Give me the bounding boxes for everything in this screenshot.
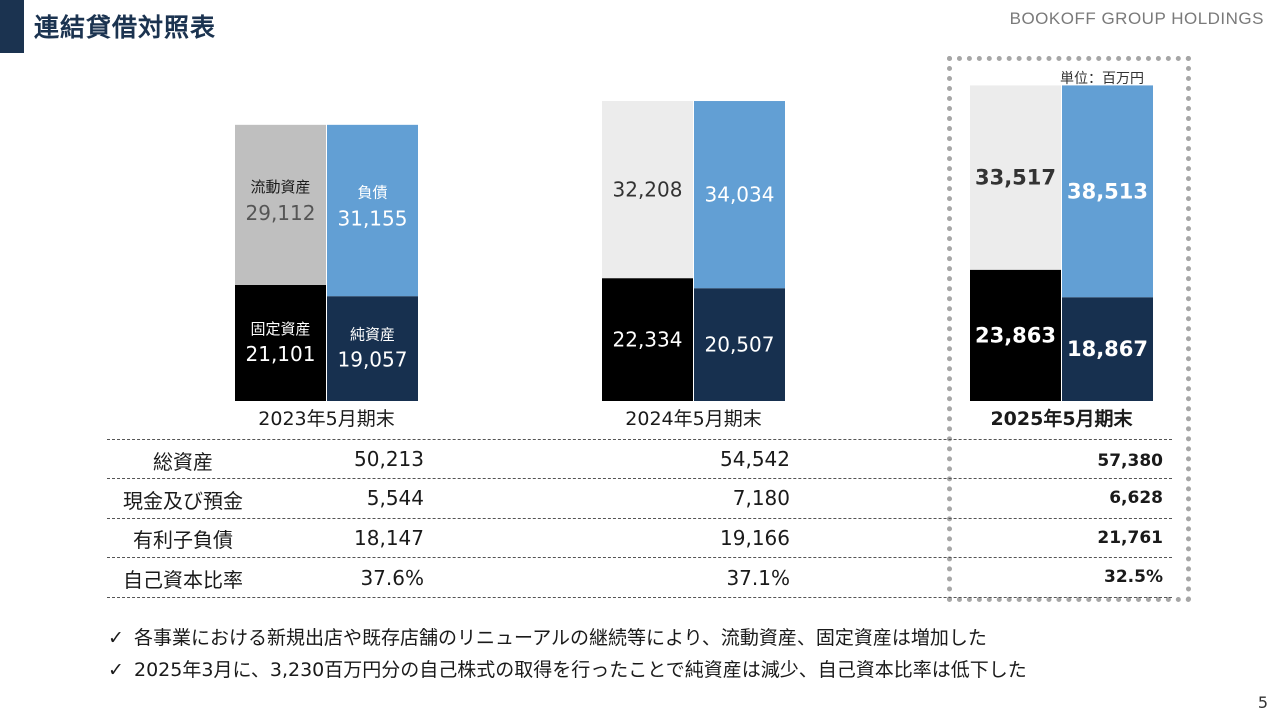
data-label-fixed-assets: 21,101 <box>246 342 316 366</box>
segment-label-liabilities: 負債 <box>357 184 387 202</box>
table-cell: 18,147 <box>354 526 424 550</box>
segment-label-fixed-assets: 固定資産 <box>250 320 310 338</box>
bar-current-assets <box>235 124 326 285</box>
notes-list: ✓ 各事業における新規出店や既存店舗のリニューアルの継続等により、流動資産、固定資… <box>108 622 1027 686</box>
table-cell: 32.5% <box>1104 567 1163 587</box>
data-label-net-assets: 19,057 <box>338 348 408 372</box>
table-row-label: 総資産 <box>153 450 213 474</box>
data-label-fixed-assets: 22,334 <box>613 328 683 352</box>
table-row-label: 有利子負債 <box>133 528 233 552</box>
table-cell: 54,542 <box>720 447 790 471</box>
table-row-label: 現金及び預金 <box>123 489 243 513</box>
table-divider <box>107 597 1172 598</box>
bar-net-assets <box>1062 297 1153 401</box>
table-cell: 50,213 <box>354 447 424 471</box>
bar-liabilities <box>1062 85 1153 298</box>
brand-logo-text: BOOKOFF GROUP HOLDINGS <box>1009 9 1264 28</box>
data-label-net-assets: 20,507 <box>705 333 775 357</box>
balance-sheet-chart: 流動資産 29,112 負債 31,155 固定資産 21,101 純資産 19,057 202… <box>235 85 1153 430</box>
table-cell: 19,166 <box>720 526 790 550</box>
bar-current-assets <box>970 85 1061 270</box>
page-number: 5 <box>1257 693 1268 712</box>
table-divider <box>107 518 1172 519</box>
segment-label-net-assets: 純資産 <box>350 326 395 344</box>
note-text: 2025年3月に、3,230百万円分の自己株式の取得を行ったことで純資産は減少、… <box>134 659 1027 681</box>
category-label: 2024年5月期末 <box>625 408 761 430</box>
category-label: 2023年5月期末 <box>258 408 394 430</box>
note-item: ✓ 2025年3月に、3,230百万円分の自己株式の取得を行ったことで純資産は減少… <box>108 654 1027 686</box>
category-label: 2025年5月期末 <box>990 407 1133 430</box>
table-row-label: 自己資本比率 <box>123 568 243 592</box>
table-divider <box>107 439 1172 440</box>
data-label-current-assets: 29,112 <box>246 201 316 225</box>
data-label-liabilities: 34,034 <box>705 183 775 207</box>
bar-net-assets <box>694 288 785 401</box>
data-label-net-assets: 18,867 <box>1067 337 1148 361</box>
table-cell: 7,180 <box>732 486 790 510</box>
table-cell: 6,628 <box>1109 488 1163 508</box>
table-cell: 57,380 <box>1097 451 1163 471</box>
title-accent-bar <box>0 0 24 53</box>
bar-liabilities <box>327 124 418 297</box>
table-cell: 5,544 <box>366 486 424 510</box>
note-text: 各事業における新規出店や既存店舗のリニューアルの継続等により、流動資産、固定資産… <box>134 627 987 649</box>
data-label-current-assets: 32,208 <box>613 178 683 202</box>
check-mark-icon: ✓ <box>108 659 124 681</box>
bar-fixed-assets <box>235 284 326 401</box>
highlight-box-2025 <box>947 56 1191 602</box>
table-divider <box>107 557 1172 558</box>
table-divider <box>107 478 1172 479</box>
table-cell: 37.6% <box>360 566 424 590</box>
table-cell: 37.1% <box>726 566 790 590</box>
bar-current-assets <box>602 101 693 279</box>
page-title: 連結貸借対照表 <box>34 13 217 42</box>
data-label-fixed-assets: 23,863 <box>975 323 1056 347</box>
data-label-liabilities: 38,513 <box>1067 179 1148 203</box>
table-cell: 21,761 <box>1097 528 1163 548</box>
data-label-current-assets: 33,517 <box>975 166 1056 190</box>
unit-label: 単位：百万円 <box>1060 71 1144 87</box>
note-item: ✓ 各事業における新規出店や既存店舗のリニューアルの継続等により、流動資産、固定資… <box>108 622 1027 654</box>
segment-label-current-assets: 流動資産 <box>250 178 310 196</box>
check-mark-icon: ✓ <box>108 627 124 649</box>
data-label-liabilities: 31,155 <box>338 207 408 231</box>
bar-liabilities <box>694 101 785 289</box>
bar-fixed-assets <box>970 269 1061 401</box>
bar-net-assets <box>327 296 418 401</box>
bar-fixed-assets <box>602 278 693 401</box>
